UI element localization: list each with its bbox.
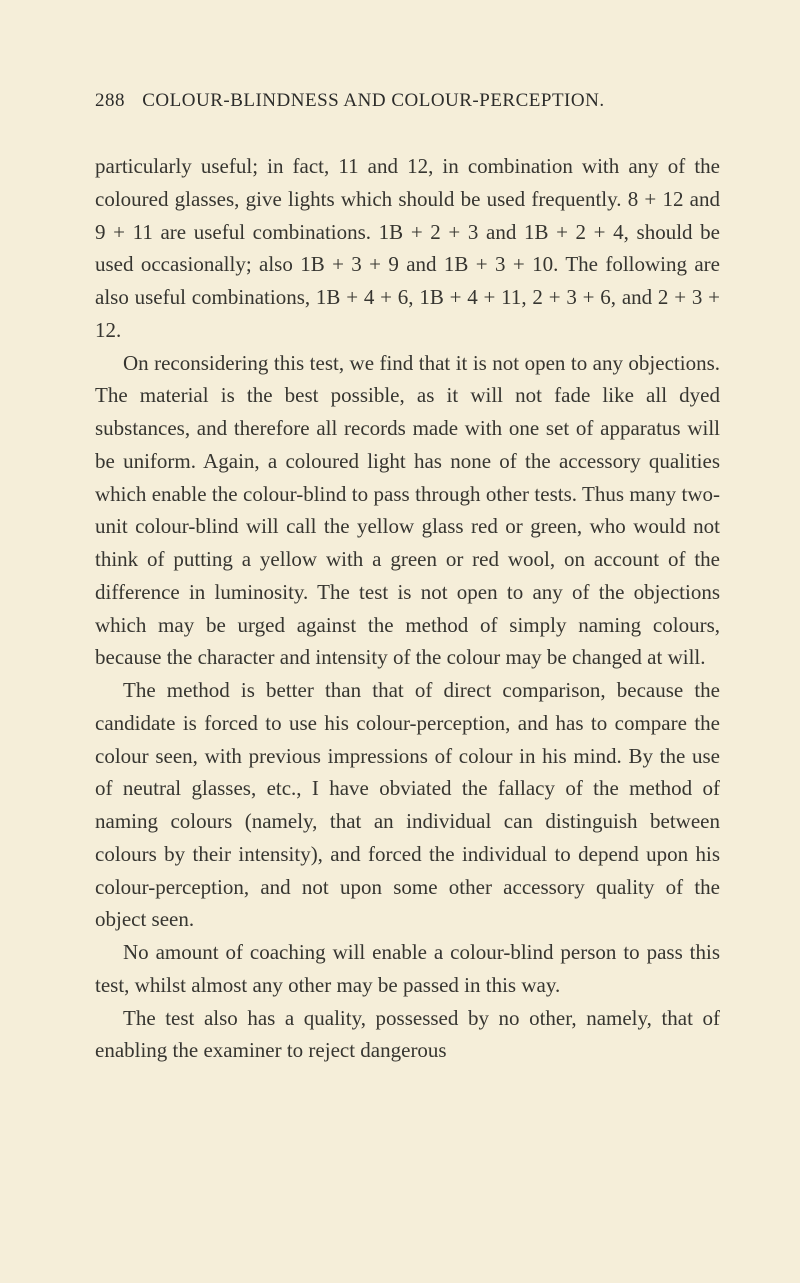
paragraph-2: On reconsidering this test, we find that… <box>95 347 720 675</box>
paragraph-4: No amount of coaching will enable a colo… <box>95 936 720 1002</box>
paragraph-1: particularly useful; in fact, 11 and 12,… <box>95 150 720 347</box>
body-text: particularly useful; in fact, 11 and 12,… <box>95 150 720 1067</box>
page-header: 288 COLOUR-BLINDNESS AND COLOUR-PERCEPTI… <box>95 90 720 112</box>
paragraph-5: The test also has a quality, possessed b… <box>95 1002 720 1068</box>
header-title: COLOUR-BLINDNESS AND COLOUR-PERCEPTION. <box>142 90 604 111</box>
paragraph-3: The method is better than that of direct… <box>95 674 720 936</box>
page-number: 288 <box>95 90 125 111</box>
